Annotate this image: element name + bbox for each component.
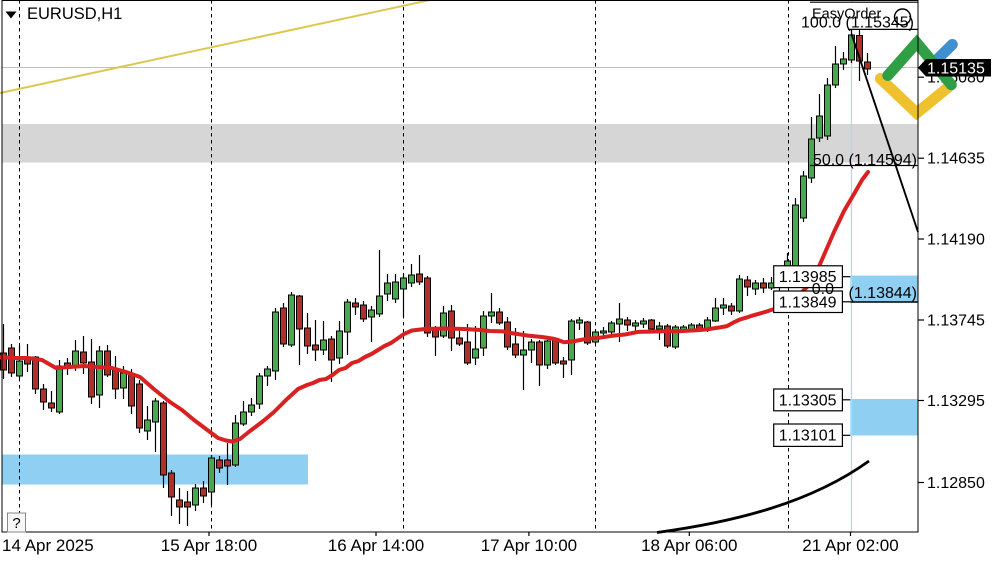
svg-text:14 Apr 2025: 14 Apr 2025	[2, 536, 94, 555]
svg-text:?: ?	[12, 515, 20, 532]
svg-text:1.12850: 1.12850	[927, 475, 985, 492]
svg-text:50.0 (1.14594): 50.0 (1.14594)	[813, 152, 917, 169]
svg-text:1.13295: 1.13295	[927, 393, 985, 410]
svg-text:1.13305: 1.13305	[779, 392, 837, 409]
svg-text:1.15135: 1.15135	[927, 61, 985, 78]
svg-text:1.13849: 1.13849	[779, 294, 837, 311]
svg-text:0.0: 0.0	[812, 281, 834, 298]
svg-text:EasyOrder: EasyOrder	[812, 7, 881, 23]
svg-text:16 Apr 14:00: 16 Apr 14:00	[328, 536, 424, 555]
svg-text:1.13101: 1.13101	[779, 428, 837, 445]
svg-text:(1.13844): (1.13844)	[849, 285, 918, 302]
svg-text:100.0 (1.15345): 100.0 (1.15345)	[801, 15, 914, 32]
svg-text:1.14190: 1.14190	[927, 232, 985, 249]
svg-text:1.14635: 1.14635	[927, 151, 985, 168]
svg-text:21 Apr 02:00: 21 Apr 02:00	[802, 536, 898, 555]
svg-text:15 Apr 18:00: 15 Apr 18:00	[161, 536, 257, 555]
svg-text:17 Apr 10:00: 17 Apr 10:00	[481, 536, 577, 555]
svg-text:1.13745: 1.13745	[927, 313, 985, 330]
svg-text:1.13985: 1.13985	[779, 269, 837, 286]
svg-text:EURUSD,H1: EURUSD,H1	[27, 5, 122, 23]
svg-text:18 Apr 06:00: 18 Apr 06:00	[641, 536, 737, 555]
